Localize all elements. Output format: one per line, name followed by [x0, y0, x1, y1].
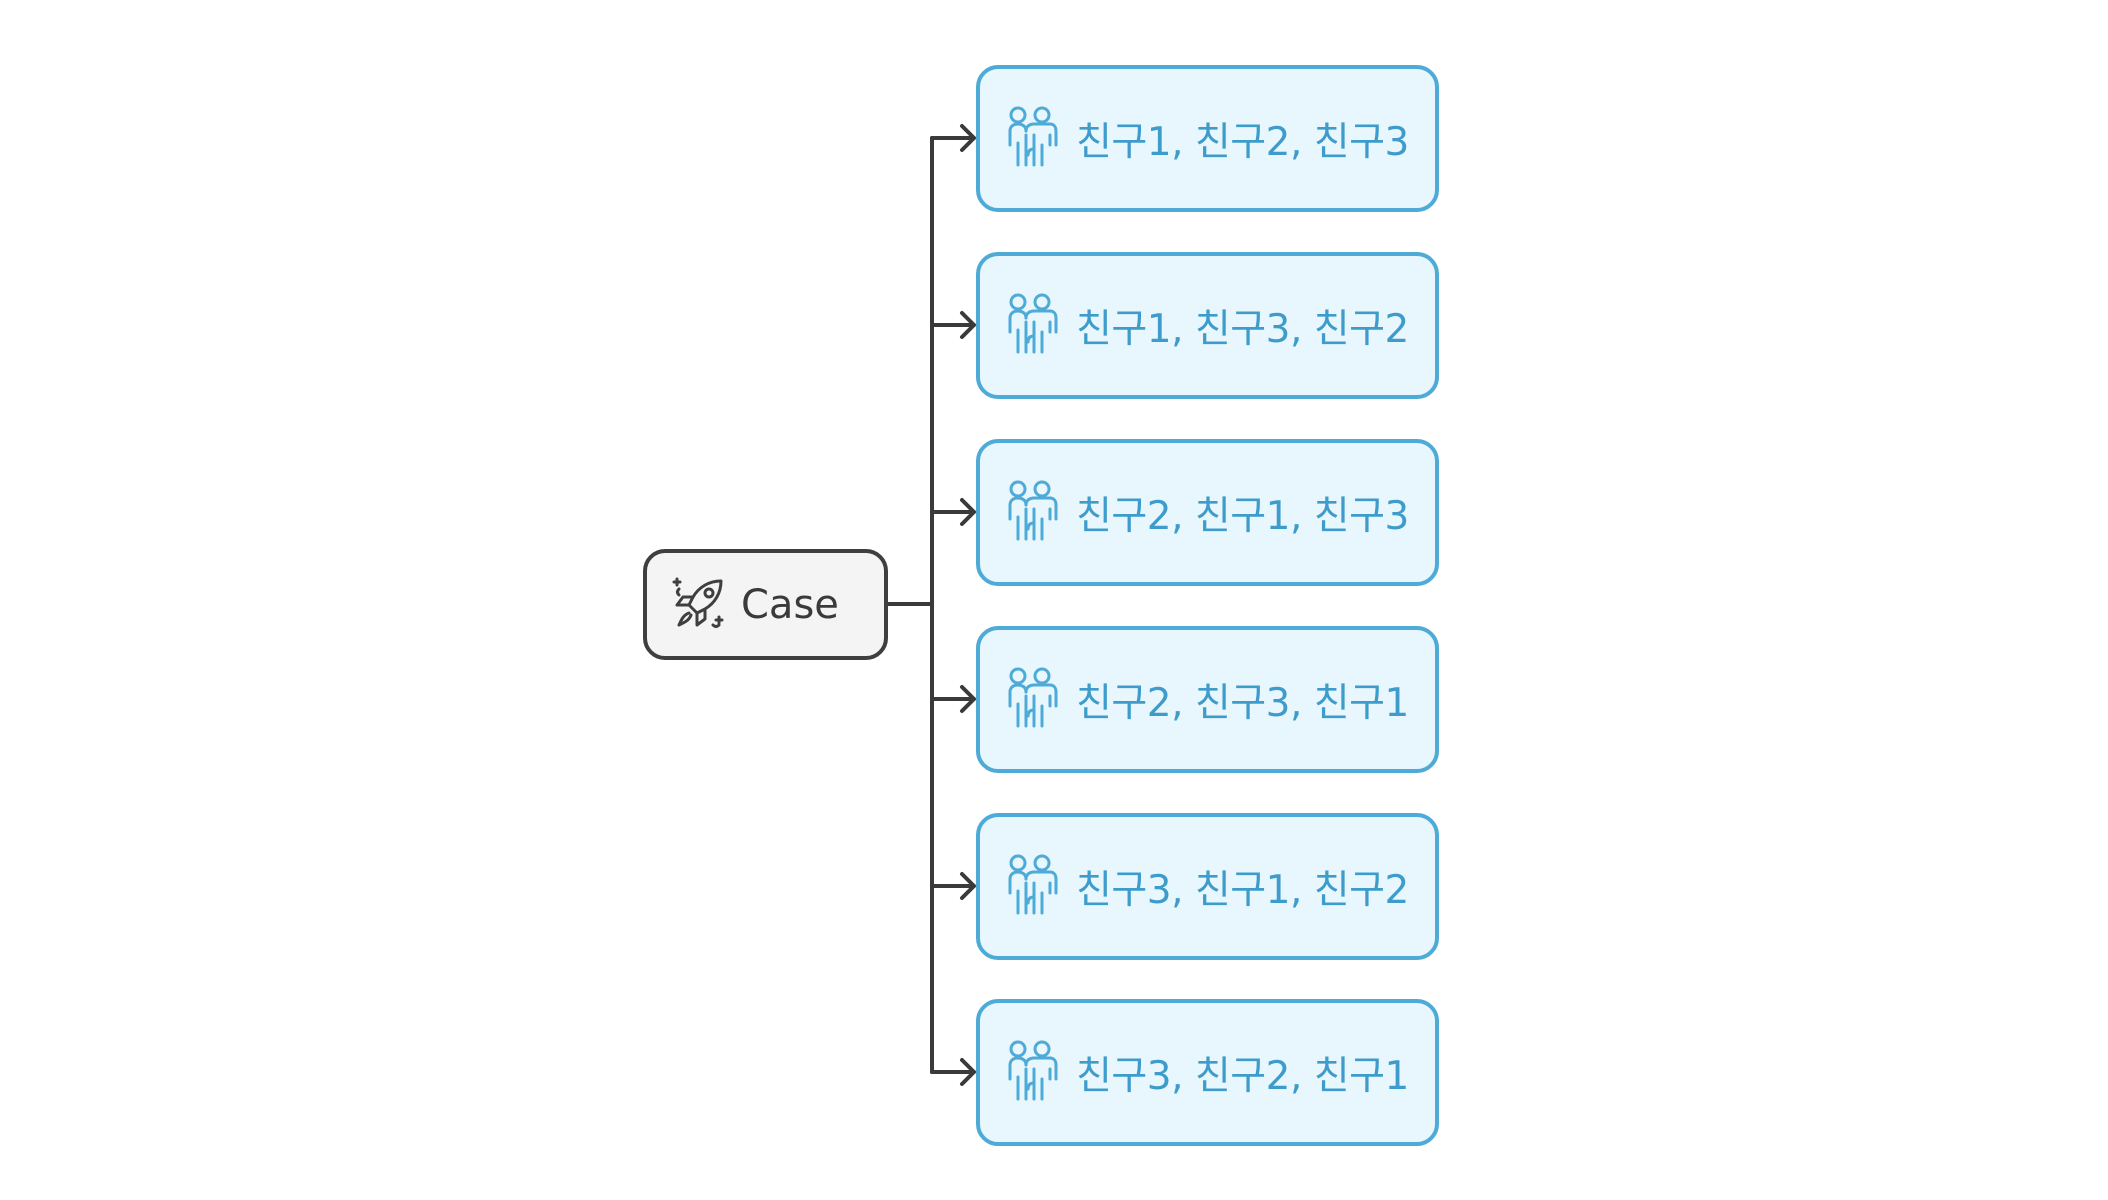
people-icon	[1004, 105, 1060, 173]
connector-branch-3	[930, 498, 976, 526]
connector-branch-2	[930, 311, 976, 339]
child-label: 친구3, 친구2, 친구1	[1076, 1053, 1409, 1099]
child-label: 친구3, 친구1, 친구2	[1076, 867, 1409, 913]
connector-branch-6	[930, 1058, 976, 1086]
root-node-case[interactable]: Case	[643, 549, 888, 660]
child-node-1[interactable]: 친구1, 친구2, 친구3	[976, 65, 1439, 212]
child-label: 친구1, 친구2, 친구3	[1076, 119, 1409, 165]
child-label: 친구1, 친구3, 친구2	[1076, 306, 1409, 352]
child-node-5[interactable]: 친구3, 친구1, 친구2	[976, 813, 1439, 960]
child-node-6[interactable]: 친구3, 친구2, 친구1	[976, 999, 1439, 1146]
people-icon	[1004, 292, 1060, 360]
people-icon	[1004, 479, 1060, 547]
connector-branch-5	[930, 872, 976, 900]
child-node-3[interactable]: 친구2, 친구1, 친구3	[976, 439, 1439, 586]
people-icon	[1004, 853, 1060, 921]
child-label: 친구2, 친구3, 친구1	[1076, 680, 1409, 726]
people-icon	[1004, 666, 1060, 734]
child-node-2[interactable]: 친구1, 친구3, 친구2	[976, 252, 1439, 399]
child-label: 친구2, 친구1, 친구3	[1076, 493, 1409, 539]
rocket-icon	[669, 573, 729, 637]
connector-branch-1	[930, 124, 976, 152]
root-label: Case	[741, 581, 839, 628]
people-icon	[1004, 1039, 1060, 1107]
connector-branch-4	[930, 685, 976, 713]
child-node-4[interactable]: 친구2, 친구3, 친구1	[976, 626, 1439, 773]
